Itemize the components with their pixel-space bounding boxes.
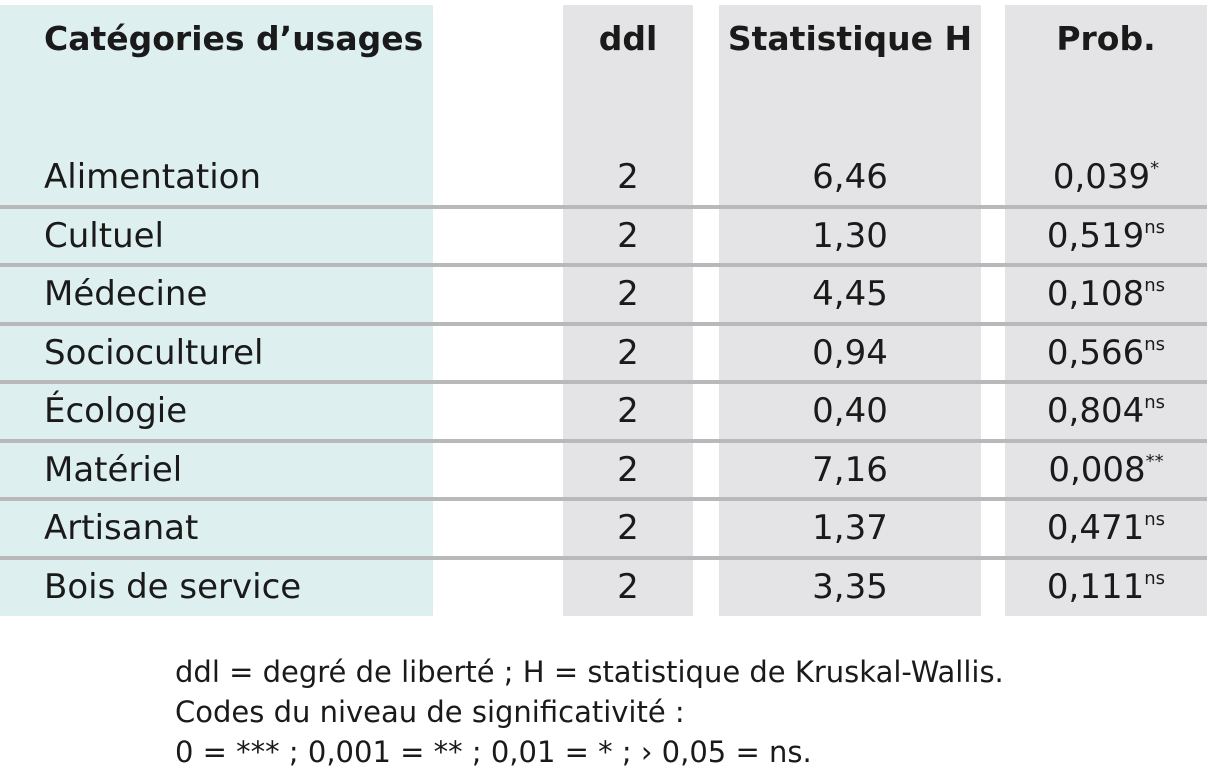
prob-value: 0,519 [1046,215,1145,256]
prob-column-band [1005,5,1207,616]
row-prob: 0,108ns [1005,273,1207,315]
table-body: Alimentation 2 6,46 0,039* Cultuel 2 1,30 0,519… [0,150,1207,618]
row-ddl: 2 [617,274,639,314]
prob-value: 0,039 [1052,157,1151,197]
prob-value: 0,804 [1046,391,1145,431]
row-statistic: 0,40 [812,391,888,431]
prob-value: 0,566 [1046,332,1145,373]
significance-code: * [1150,158,1160,179]
table-row: Alimentation 2 6,46 0,039* [0,150,1207,209]
ddl-column-band [563,5,693,616]
header-statistic: Statistique H [727,19,973,58]
significance-code: ns [1144,216,1166,238]
row-prob: 0,804ns [1005,390,1207,432]
row-prob: 0,519ns [1005,215,1207,257]
significance-code: ns [1144,567,1166,589]
note-line-3: 0 = *** ; 0,001 = ** ; 0,01 = * ; › 0,05… [175,735,812,769]
table-row: Matériel 2 7,16 0,008** [0,443,1207,501]
significance-code: ns [1144,392,1166,413]
row-ddl: 2 [617,157,639,197]
row-ddl: 2 [617,449,639,490]
table-row: Médecine 2 4,45 0,108ns [0,267,1207,326]
row-statistic: 4,45 [812,274,888,314]
row-category: Bois de service [44,566,302,607]
note-line-2: Codes du niveau de significativité : [175,695,685,729]
significance-code: ns [1144,333,1166,355]
row-separator [0,380,1207,384]
row-statistic: 1,37 [812,508,888,548]
table-notes: ddl = degré de liberté ; H = statistique… [175,652,1175,772]
table-row: Écologie 2 0,40 0,804ns [0,384,1207,443]
significance-code: ns [1144,275,1166,296]
header-category: Catégories d’usages [44,19,424,58]
row-separator [0,204,1207,209]
category-column-band [0,5,433,616]
header-prob: Prob. [1056,19,1156,58]
header-ddl: ddl [598,19,658,58]
prob-value: 0,108 [1046,274,1145,314]
row-ddl: 2 [617,332,639,373]
table-row: Bois de service 2 3,35 0,111ns [0,560,1207,619]
row-separator [0,321,1207,326]
row-separator [0,263,1207,267]
row-prob: 0,566ns [1005,332,1207,374]
row-ddl: 2 [617,508,639,548]
prob-value: 0,471 [1046,508,1145,548]
row-category: Alimentation [44,157,262,197]
prob-value: 0,008 [1048,449,1146,490]
row-category: Socioculturel [44,332,264,373]
table-row: Artisanat 2 1,37 0,471ns [0,501,1207,560]
row-prob: 0,111ns [1005,566,1207,608]
row-separator [0,555,1207,560]
statistic-column-band [719,5,981,616]
row-statistic: 0,94 [812,332,888,373]
table-row: Cultuel 2 1,30 0,519ns [0,209,1207,267]
row-separator [0,438,1207,443]
row-prob: 0,039* [1005,156,1207,198]
row-category: Cultuel [44,215,164,256]
row-statistic: 1,30 [812,215,888,256]
row-prob: 0,471ns [1005,507,1207,549]
row-category: Artisanat [44,508,199,548]
prob-value: 0,111 [1046,566,1145,607]
row-category: Médecine [44,274,208,314]
significance-code: ns [1144,509,1166,530]
row-statistic: 3,35 [812,566,888,607]
row-category: Matériel [44,449,183,490]
row-ddl: 2 [617,566,639,607]
note-line-1: ddl = degré de liberté ; H = statistique… [175,655,1004,689]
table-row: Socioculturel 2 0,94 0,566ns [0,326,1207,384]
row-separator [0,497,1207,501]
row-category: Écologie [44,391,188,431]
significance-code: ** [1145,450,1164,472]
row-prob: 0,008** [1005,449,1207,491]
row-ddl: 2 [617,391,639,431]
row-statistic: 7,16 [812,449,888,490]
row-ddl: 2 [617,215,639,256]
row-statistic: 6,46 [812,157,888,197]
